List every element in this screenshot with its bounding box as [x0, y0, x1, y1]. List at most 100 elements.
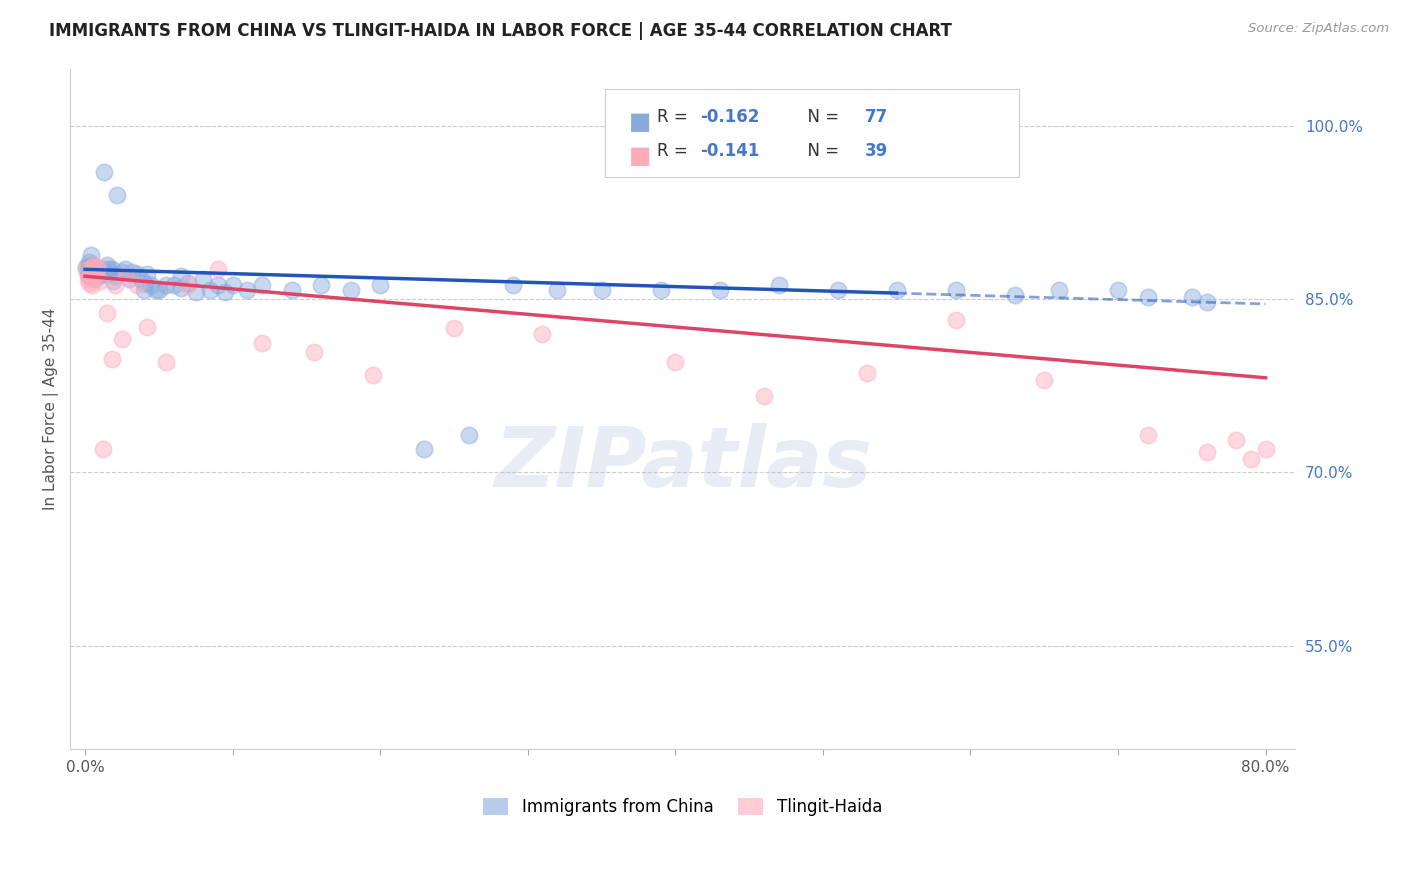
Point — [79, 276, 101, 290]
Point — [91, 262, 114, 277]
Point — [664, 354, 686, 368]
Point — [86, 269, 108, 284]
Point — [77, 260, 100, 274]
Point — [75, 260, 97, 274]
Text: ■: ■ — [628, 110, 651, 134]
Point — [148, 283, 170, 297]
Point — [129, 271, 152, 285]
Point — [80, 262, 103, 277]
Point — [103, 269, 125, 284]
Point — [111, 332, 134, 346]
Point — [207, 262, 229, 277]
Point — [207, 278, 229, 293]
Point — [84, 262, 107, 277]
Point — [87, 260, 110, 274]
Text: 77: 77 — [865, 108, 889, 126]
Point — [368, 278, 391, 293]
Point — [86, 262, 108, 277]
Point — [141, 278, 163, 293]
Point — [80, 269, 103, 284]
Point — [132, 283, 155, 297]
Point — [546, 283, 568, 297]
Point — [115, 269, 138, 284]
Point — [136, 267, 159, 281]
Point — [77, 267, 100, 281]
Text: N =: N = — [797, 142, 845, 160]
Point — [103, 278, 125, 293]
Point — [82, 278, 104, 293]
Point — [136, 320, 159, 334]
Text: 39: 39 — [865, 142, 889, 160]
Y-axis label: In Labor Force | Age 35-44: In Labor Force | Age 35-44 — [44, 308, 59, 510]
Point — [531, 326, 554, 341]
Point — [1136, 290, 1159, 304]
Text: R =: R = — [657, 108, 693, 126]
Point — [502, 278, 524, 293]
Point — [80, 248, 103, 262]
Text: -0.162: -0.162 — [700, 108, 759, 126]
Point — [591, 283, 613, 297]
Point — [84, 267, 107, 281]
Point — [101, 274, 124, 288]
Point — [200, 283, 222, 297]
Point — [84, 269, 107, 284]
Point — [443, 321, 465, 335]
Point — [111, 265, 134, 279]
Point — [83, 269, 105, 284]
Point — [145, 283, 167, 297]
Point — [82, 260, 104, 274]
Point — [90, 267, 112, 281]
Point — [155, 354, 177, 368]
Point — [214, 285, 236, 300]
Point — [96, 306, 118, 320]
Text: IMMIGRANTS FROM CHINA VS TLINGIT-HAIDA IN LABOR FORCE | AGE 35-44 CORRELATION CH: IMMIGRANTS FROM CHINA VS TLINGIT-HAIDA I… — [49, 22, 952, 40]
Point — [1004, 287, 1026, 301]
Text: ZIPatlas: ZIPatlas — [494, 423, 872, 504]
Point — [79, 255, 101, 269]
Point — [886, 283, 908, 297]
Point — [86, 262, 108, 277]
Point — [77, 271, 100, 285]
Point — [1136, 428, 1159, 442]
Point — [82, 267, 104, 281]
Point — [945, 283, 967, 297]
Point — [1240, 451, 1263, 466]
Text: N =: N = — [797, 108, 845, 126]
Point — [79, 262, 101, 277]
Point — [83, 271, 105, 285]
Point — [100, 262, 122, 277]
Text: R =: R = — [657, 142, 693, 160]
Point — [184, 285, 207, 300]
Point — [89, 265, 111, 279]
Text: ■: ■ — [628, 144, 651, 168]
Point — [107, 188, 129, 202]
Point — [1195, 444, 1218, 458]
Point — [236, 283, 259, 297]
Point — [413, 442, 436, 457]
Point — [98, 265, 121, 279]
Legend: Immigrants from China, Tlingit-Haida: Immigrants from China, Tlingit-Haida — [477, 791, 889, 822]
Point — [91, 442, 114, 457]
Point — [1195, 294, 1218, 309]
Point — [191, 271, 214, 285]
Point — [87, 262, 110, 277]
Point — [170, 281, 193, 295]
Point — [100, 352, 122, 367]
Point — [87, 269, 110, 284]
Point — [1047, 283, 1070, 297]
Point — [339, 283, 361, 297]
Text: Source: ZipAtlas.com: Source: ZipAtlas.com — [1249, 22, 1389, 36]
Point — [83, 267, 105, 281]
Point — [768, 278, 790, 293]
Point — [709, 283, 731, 297]
Point — [89, 274, 111, 288]
Point — [93, 165, 115, 179]
Point — [250, 278, 273, 293]
Point — [827, 283, 849, 297]
Point — [80, 262, 103, 277]
Point — [162, 278, 184, 293]
Point — [1254, 442, 1277, 457]
Point — [132, 276, 155, 290]
Point — [1107, 283, 1129, 297]
Point — [155, 278, 177, 293]
